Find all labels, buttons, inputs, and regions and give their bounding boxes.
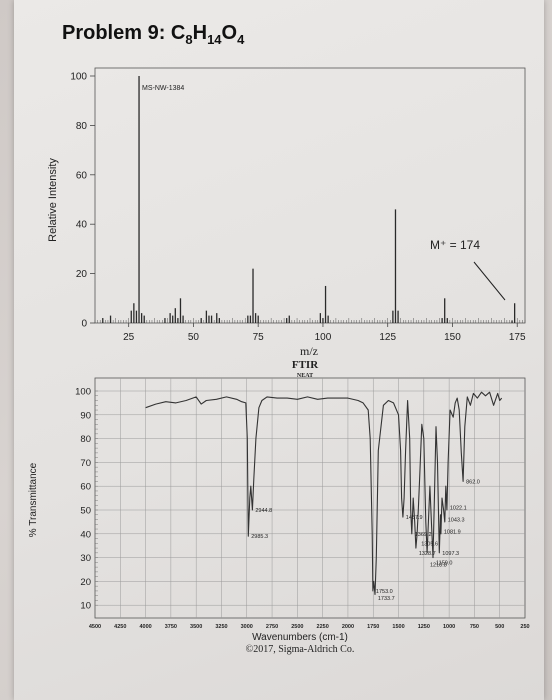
mass-spectrum: Relative Intensity MS-NW-1384 M⁺ = 174 m… — [47, 67, 526, 358]
ir-spectrum-trace — [145, 391, 503, 596]
ir-y-tick-label: 100 — [75, 387, 91, 398]
formula-c-count: 8 — [185, 32, 193, 47]
ir-x-tick-label: 1000 — [443, 624, 455, 630]
ir-peak-label: 1753.0 — [376, 589, 393, 595]
ms-x-tick-label: 150 — [444, 332, 461, 343]
paper-sheet — [14, 0, 544, 700]
ir-x-axis-label: Wavenumbers (cm-1) — [252, 632, 348, 643]
page-title: Problem 9: C8H14O4 — [62, 22, 244, 47]
ir-y-tick-label: 50 — [80, 506, 91, 517]
ms-y-tick-label: 20 — [76, 269, 88, 280]
ir-peak-label: 1022.1 — [450, 506, 467, 512]
ms-y-tick-label: 80 — [76, 121, 88, 132]
ir-y-tick-label: 10 — [80, 601, 91, 612]
ms-x-axis-label: m/z — [300, 344, 318, 358]
ir-spectrum: FTIR NEAT % Transmittance Wavenumbers (c… — [28, 359, 530, 655]
ir-y-tick-label: 90 — [80, 410, 91, 421]
ir-peak-label: 1043.3 — [448, 518, 465, 524]
ms-plot-frame — [94, 67, 526, 324]
ms-x-tick-label: 25 — [123, 332, 135, 343]
ir-peak-label: 862.0 — [466, 479, 480, 485]
ms-y-tick-label: 40 — [76, 220, 88, 231]
ir-x-tick-label: 1250 — [418, 624, 430, 630]
ir-y-tick-label: 40 — [80, 529, 91, 540]
ir-y-tick-label: 70 — [80, 458, 91, 469]
ms-x-tick-label: 50 — [188, 332, 200, 343]
ir-peak-label: 1159.0 — [436, 560, 452, 566]
ir-y-tick-label: 80 — [80, 434, 91, 445]
ir-x-tick-label: 500 — [495, 624, 504, 630]
ir-peak-label: 1305.6 — [421, 541, 438, 547]
ir-peak-label: 1369.2 — [415, 532, 432, 538]
ms-molecular-ion-pointer — [473, 261, 506, 301]
ir-y-axis-label: % Transmittance — [28, 462, 39, 537]
ir-x-tick-label: 2750 — [266, 624, 278, 630]
ir-x-tick-label: 250 — [520, 624, 529, 630]
ir-peak-label: 1328.7 — [419, 551, 436, 557]
ir-x-tick-label: 2250 — [317, 624, 329, 630]
ir-peak-label: 1097.3 — [442, 551, 459, 557]
formula-h: H — [192, 22, 208, 44]
ms-y-axis-label: Relative Intensity — [47, 158, 59, 242]
ir-peak-label: 1081.9 — [444, 529, 461, 535]
ir-x-tick-label: 3250 — [215, 624, 227, 630]
ir-x-tick-label: 4500 — [89, 624, 101, 630]
ir-x-tick-label: 1750 — [367, 624, 379, 630]
ir-header-neat: NEAT — [297, 373, 313, 379]
ir-x-tick-label: 3500 — [190, 624, 202, 630]
formula-o-count: 4 — [237, 32, 245, 47]
ir-peak-label: 2944.8 — [255, 508, 272, 514]
ir-x-tick-label: 4000 — [139, 624, 151, 630]
formula-c: C — [170, 22, 186, 44]
ir-peak-label: 1218.8 — [430, 563, 447, 569]
ir-y-tick-label: 20 — [80, 577, 91, 588]
ms-x-tick-label: 75 — [253, 332, 265, 343]
ms-y-tick-label: 0 — [81, 319, 87, 330]
ms-y-tick-label: 100 — [70, 72, 87, 83]
ir-x-tick-label: 2000 — [342, 624, 354, 630]
formula-o: O — [221, 22, 238, 44]
ir-copyright: ©2017, Sigma-Aldrich Co. — [246, 644, 355, 655]
ir-peak-label: 1457.9 — [406, 515, 423, 521]
ir-y-tick-label: 60 — [80, 482, 91, 493]
ir-x-tick-label: 4250 — [114, 624, 126, 630]
ir-x-tick-label: 750 — [470, 624, 479, 630]
ir-plot-frame — [94, 377, 526, 619]
ir-x-tick-label: 1500 — [392, 624, 404, 630]
ms-sample-id: MS-NW-1384 — [142, 85, 184, 92]
ir-x-tick-label: 2500 — [291, 624, 303, 630]
ms-x-tick-label: 125 — [379, 332, 396, 343]
ir-header-ftir: FTIR — [292, 359, 319, 371]
ir-peak-label: 1733.7 — [378, 596, 395, 602]
title-prefix: Problem 9: — [62, 22, 171, 44]
ir-x-tick-label: 3750 — [165, 624, 177, 630]
ir-x-tick-label: 3000 — [241, 624, 253, 630]
ir-peak-label: 2985.3 — [251, 534, 268, 540]
ms-x-tick-label: 175 — [509, 332, 526, 343]
formula-h-count: 14 — [207, 32, 222, 47]
ms-y-tick-label: 60 — [76, 170, 88, 181]
ms-molecular-ion-label: M⁺ = 174 — [430, 238, 480, 252]
ms-x-tick-label: 100 — [315, 332, 332, 343]
ir-y-tick-label: 30 — [80, 553, 91, 564]
